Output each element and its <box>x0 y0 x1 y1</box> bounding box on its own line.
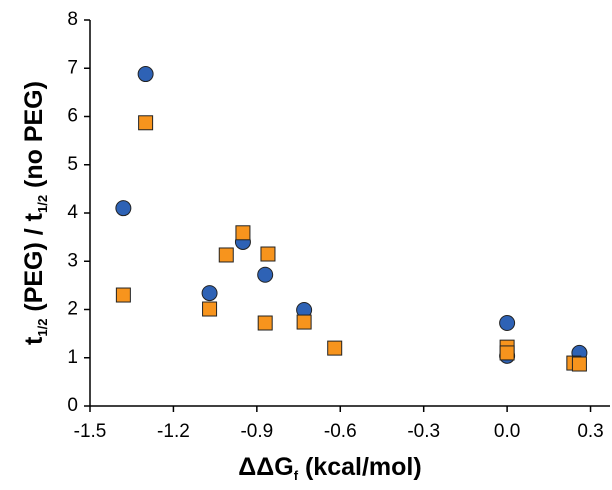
x-tick-label: -1.2 <box>157 421 190 442</box>
x-tick-label: 0.3 <box>577 421 603 442</box>
x-axis-label-part: (kcal/mol) <box>298 453 422 481</box>
y-tick-label: 5 <box>67 154 78 175</box>
x-tick-label: -0.9 <box>240 421 273 442</box>
circle-point <box>201 285 218 302</box>
y-axis-label-part: 1/2 <box>35 319 50 337</box>
y-axis-label: t1/2 (PEG) / t1/2 (no PEG) <box>20 81 50 345</box>
y-axis-label-part: t <box>20 336 48 345</box>
y-tick-label: 3 <box>67 250 78 271</box>
x-axis-label-part: f <box>294 468 299 483</box>
circle-point <box>499 315 516 332</box>
y-tick-label: 1 <box>67 347 78 368</box>
circle-point <box>257 266 274 283</box>
square-point <box>327 340 343 356</box>
y-axis-label-part: (PEG) / t <box>20 212 48 318</box>
square-point <box>115 287 131 303</box>
square-point <box>499 345 515 361</box>
y-axis-label-part: 1/2 <box>35 195 50 213</box>
square-point <box>202 301 218 317</box>
x-tick-label: -0.3 <box>407 421 440 442</box>
square-point <box>296 314 312 330</box>
square-point <box>218 247 234 263</box>
circle-point <box>115 200 132 217</box>
x-axis-label-part: ΔΔG <box>238 453 293 481</box>
x-tick-label: -1.5 <box>74 421 107 442</box>
x-tick-label: -0.6 <box>324 421 357 442</box>
square-point <box>138 115 154 131</box>
y-tick-label: 7 <box>67 57 78 78</box>
y-tick-label: 6 <box>67 106 78 127</box>
y-tick-label: 2 <box>67 299 78 320</box>
square-point <box>235 225 251 241</box>
y-tick-label: 8 <box>67 9 78 30</box>
y-tick-label: 4 <box>67 202 78 223</box>
y-tick-label: 0 <box>67 395 78 416</box>
x-axis-label: ΔΔGf (kcal/mol) <box>238 453 421 483</box>
circle-point <box>137 66 154 83</box>
y-axis-label-part: (no PEG) <box>20 81 48 195</box>
square-point <box>571 356 587 372</box>
square-point <box>257 315 273 331</box>
x-tick-label: 0.0 <box>494 421 520 442</box>
square-point <box>260 246 276 262</box>
